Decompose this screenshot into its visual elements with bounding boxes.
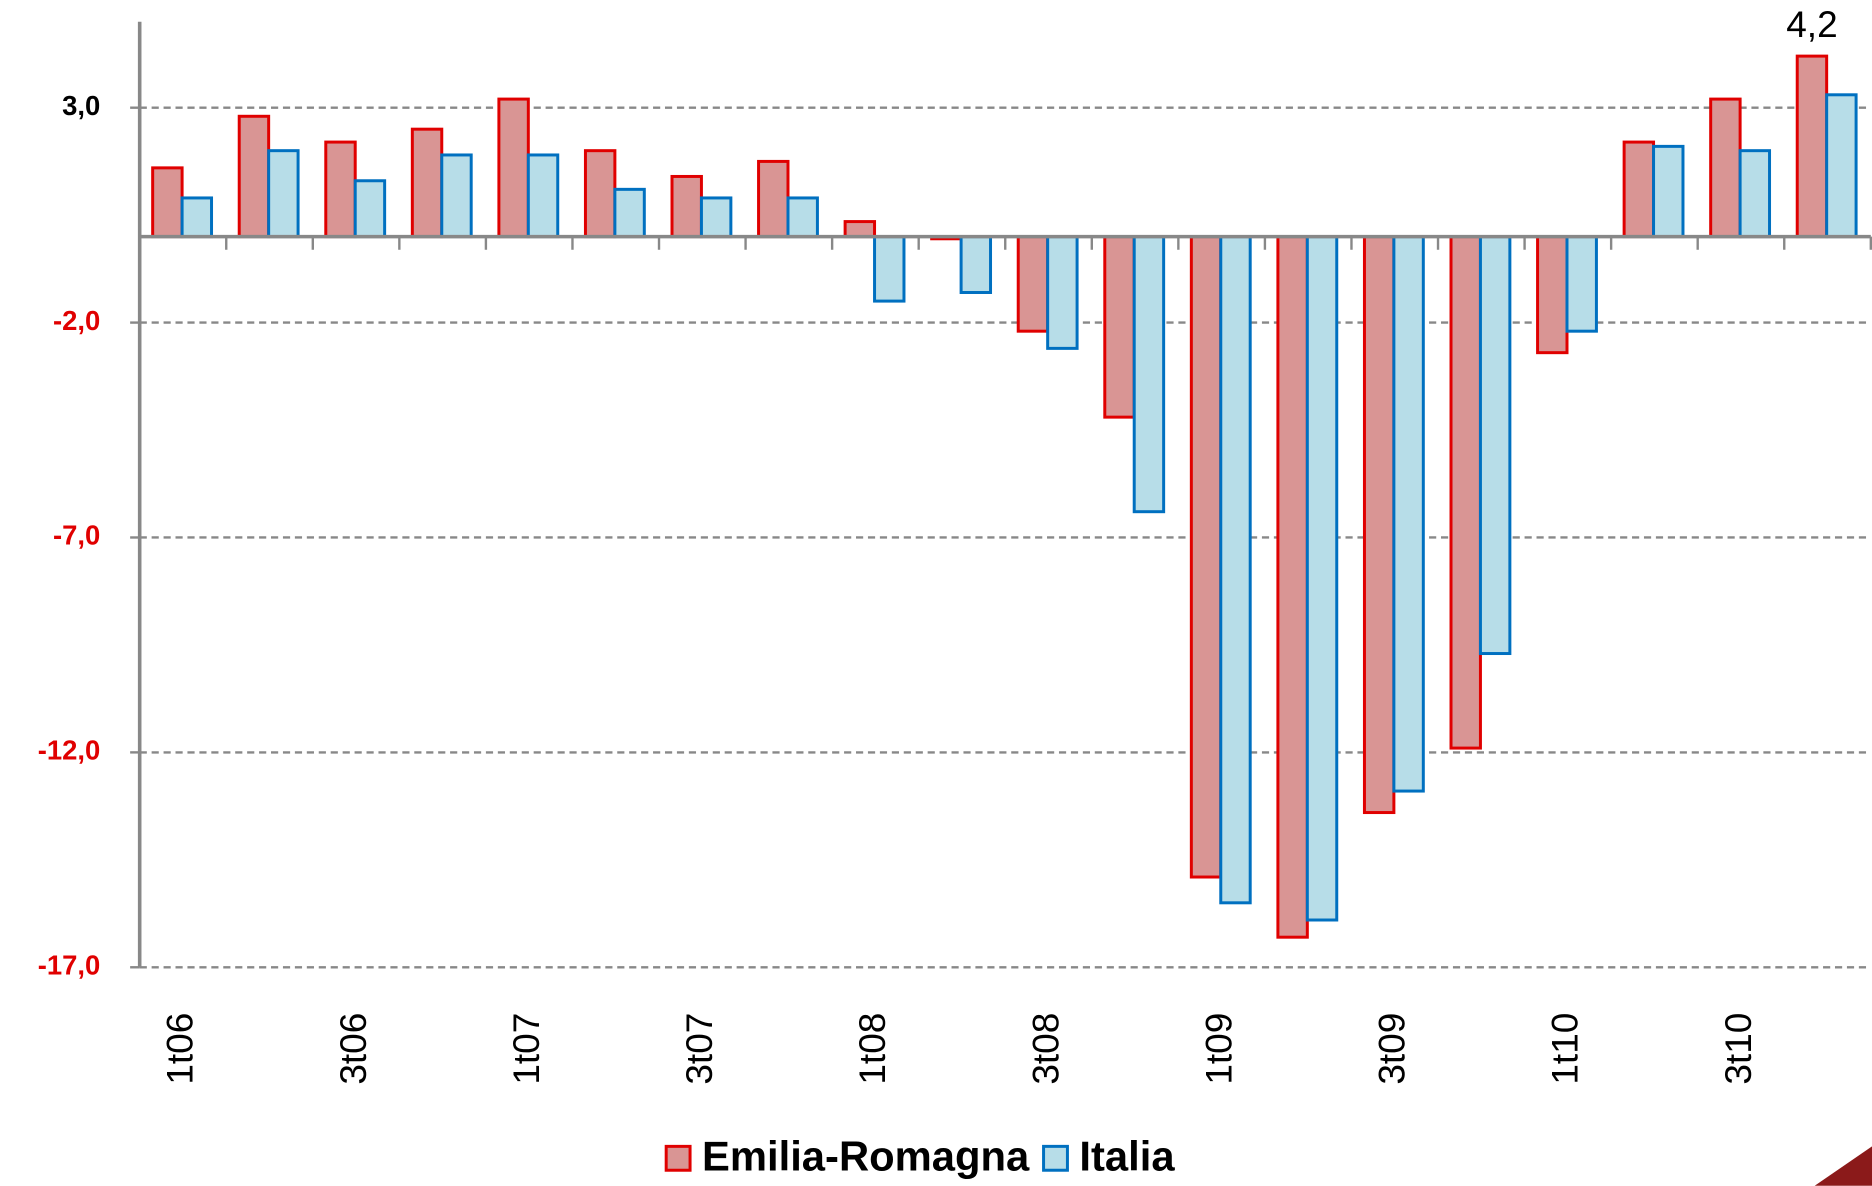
y-tick-label: 3,0 xyxy=(62,90,100,121)
x-tick-label: 1t06 xyxy=(159,1013,201,1085)
bar xyxy=(786,196,819,239)
bar xyxy=(843,220,877,239)
y-tick-label: -7,0 xyxy=(53,520,100,551)
x-tick-label: 1t09 xyxy=(1197,1013,1239,1085)
bar xyxy=(1046,235,1079,350)
bar xyxy=(353,179,387,239)
bar xyxy=(1016,235,1050,333)
corner-decoration xyxy=(1814,1146,1872,1186)
bar xyxy=(410,127,444,239)
x-tick-label: 3t09 xyxy=(1371,1013,1413,1085)
bar xyxy=(237,114,271,239)
bar xyxy=(497,97,530,239)
y-tick-label: -2,0 xyxy=(53,305,100,336)
bar xyxy=(1132,235,1166,514)
legend-swatch xyxy=(1042,1144,1069,1172)
bar xyxy=(1392,235,1425,793)
bar xyxy=(670,174,703,239)
bar xyxy=(699,196,733,239)
bar xyxy=(583,149,617,239)
x-tick-label: 1t10 xyxy=(1544,1013,1586,1085)
bar xyxy=(151,166,184,239)
x-tick-label: 3t06 xyxy=(332,1013,374,1085)
bar xyxy=(1478,235,1512,656)
bar xyxy=(1622,140,1656,239)
y-tick-label: -12,0 xyxy=(38,735,101,766)
bar xyxy=(1305,235,1339,922)
bar xyxy=(180,196,214,239)
x-tick-label: 1t08 xyxy=(851,1013,893,1085)
bar xyxy=(873,235,906,303)
x-tick-label: 3t08 xyxy=(1024,1013,1066,1085)
legend-swatch xyxy=(664,1144,692,1172)
bar xyxy=(1738,149,1772,239)
bar xyxy=(1276,235,1309,939)
bar xyxy=(1565,235,1598,333)
bar xyxy=(1362,235,1396,815)
bar xyxy=(1103,235,1136,419)
bar xyxy=(1189,235,1223,879)
x-tick-label: 3t10 xyxy=(1717,1013,1759,1085)
bar xyxy=(1536,235,1569,355)
bar xyxy=(1652,144,1685,239)
bar xyxy=(1449,235,1482,750)
bar xyxy=(324,140,357,239)
bar xyxy=(757,159,790,239)
data-label: 4,2 xyxy=(1786,3,1837,45)
bar xyxy=(613,187,646,239)
bar xyxy=(267,149,300,239)
bar xyxy=(1825,93,1858,239)
y-tick-label: -17,0 xyxy=(38,950,101,981)
legend-label: Italia xyxy=(1079,1133,1175,1180)
x-tick-label: 3t07 xyxy=(678,1013,720,1085)
bar xyxy=(440,153,473,239)
legend-label: Emilia-Romagna xyxy=(702,1133,1030,1180)
bar xyxy=(526,153,560,239)
bar xyxy=(1709,97,1742,239)
bar xyxy=(1219,235,1252,905)
x-tick-label: 1t07 xyxy=(505,1013,547,1085)
bar xyxy=(959,235,993,294)
bar xyxy=(1795,54,1829,239)
